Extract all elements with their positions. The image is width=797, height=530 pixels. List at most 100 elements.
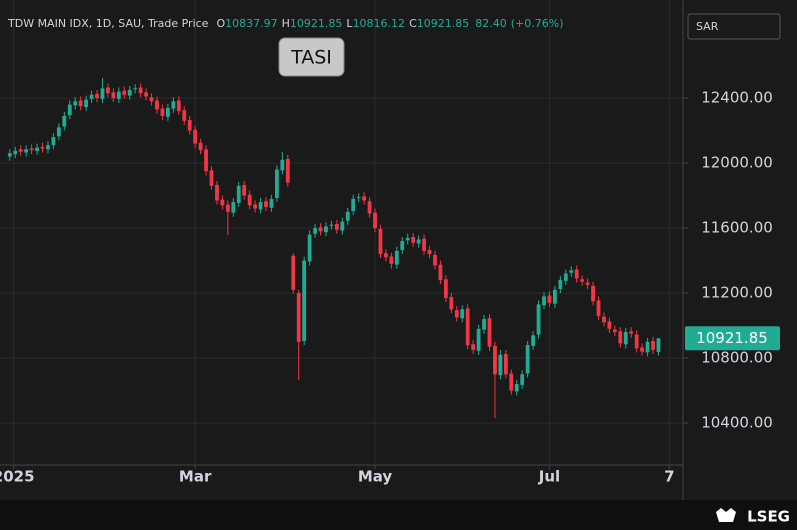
candle-body — [612, 329, 617, 333]
candle-body — [563, 273, 568, 281]
candle-body — [454, 310, 459, 318]
candle-body — [160, 108, 165, 116]
candle-body — [247, 194, 252, 206]
candle-body — [334, 224, 339, 230]
candle-body — [176, 100, 181, 112]
candle-body — [422, 238, 426, 251]
candle-body — [302, 260, 307, 342]
candle-body — [307, 234, 312, 262]
candle-body — [116, 91, 121, 99]
symbol: TDW MAIN IDX, 1D, SAU, Trade Price — [7, 17, 209, 30]
candle-body — [171, 101, 176, 109]
candle-body — [514, 384, 519, 392]
candle-body — [187, 120, 192, 131]
candle-body — [476, 328, 481, 351]
candle-body — [106, 87, 110, 94]
candle-body — [351, 198, 356, 212]
candle-body — [373, 212, 377, 229]
candle-body — [580, 279, 585, 282]
high-value: 10921.85 — [290, 17, 343, 30]
candle-body — [35, 147, 39, 151]
chart-title: TASI — [290, 47, 332, 69]
candle-body — [155, 100, 159, 110]
change: 82.40 — [475, 17, 507, 30]
candle-body — [111, 92, 116, 99]
logo-icon — [716, 508, 736, 522]
candle-body — [367, 201, 372, 214]
candle-body — [645, 341, 650, 353]
footer-bar — [0, 500, 797, 530]
candle-body — [225, 204, 230, 212]
y-tick-label: 11600.00 — [701, 219, 773, 237]
candle-body — [427, 250, 432, 255]
candle-body — [29, 148, 34, 151]
candle-body — [122, 90, 127, 95]
candle-body — [165, 107, 170, 117]
change-percent: (+0.76%) — [511, 17, 564, 30]
candle-body — [569, 270, 574, 273]
candle-body — [634, 334, 639, 349]
x-tick-label: May — [358, 468, 393, 486]
candle-body — [258, 202, 263, 210]
key: H — [282, 17, 290, 30]
candle-body — [253, 204, 258, 209]
candle-body — [324, 226, 328, 233]
x-tick-label: 7 — [664, 468, 674, 486]
candle-body — [73, 101, 78, 106]
candle-body — [618, 331, 623, 344]
candle-body — [89, 94, 94, 99]
candle-body — [149, 97, 154, 102]
candle-body — [209, 170, 214, 186]
key: O — [216, 17, 225, 30]
candle-body — [318, 227, 323, 232]
candle-body — [56, 127, 61, 137]
candle-body — [296, 293, 301, 342]
candle-body — [623, 332, 628, 345]
candle-body — [602, 316, 606, 323]
candle-body — [215, 185, 219, 201]
candle-body — [329, 224, 334, 226]
candle-body — [198, 142, 203, 151]
candle-body — [242, 185, 247, 196]
candle-body — [18, 149, 23, 152]
last-price-box — [685, 326, 780, 351]
currency-box[interactable] — [687, 13, 781, 40]
candle-body — [340, 221, 345, 231]
candle-body — [482, 319, 486, 330]
candle-body — [40, 146, 45, 149]
candle-body — [362, 196, 367, 201]
candle-body — [629, 331, 634, 334]
candle-body — [264, 201, 268, 207]
candle-body — [291, 255, 296, 290]
candle-body — [356, 197, 361, 199]
candle-body — [100, 88, 105, 99]
candle-body — [493, 345, 497, 375]
candle-body — [656, 338, 661, 352]
candle-body — [231, 202, 236, 213]
candle-body — [471, 344, 476, 350]
candle-body — [138, 87, 143, 94]
open-value: 10837.97 — [225, 17, 278, 30]
x-tick-label: Jul — [538, 468, 560, 486]
candle-body — [607, 321, 612, 329]
candle-body — [531, 335, 536, 346]
candle-body — [443, 279, 448, 298]
candle-body — [389, 256, 394, 264]
candle-body — [95, 94, 99, 99]
candle-body — [384, 253, 388, 258]
candle-body — [433, 254, 437, 266]
ohlc-header: TDW MAIN IDX, 1D, SAU, Trade Price O10837… — [7, 17, 564, 30]
y-tick-label: 10400.00 — [701, 414, 773, 432]
candle-body — [285, 159, 290, 183]
candle-body — [438, 264, 443, 281]
low-value: 10816.12 — [353, 17, 406, 30]
candle-body — [313, 228, 317, 234]
currency: SAR — [696, 20, 719, 33]
candle-body — [193, 129, 198, 144]
logo: LSEG — [747, 508, 790, 526]
x-tick-label: 2025 — [0, 468, 35, 486]
candle-body — [51, 137, 56, 146]
candle-body — [394, 250, 399, 265]
candle-body — [596, 300, 601, 316]
